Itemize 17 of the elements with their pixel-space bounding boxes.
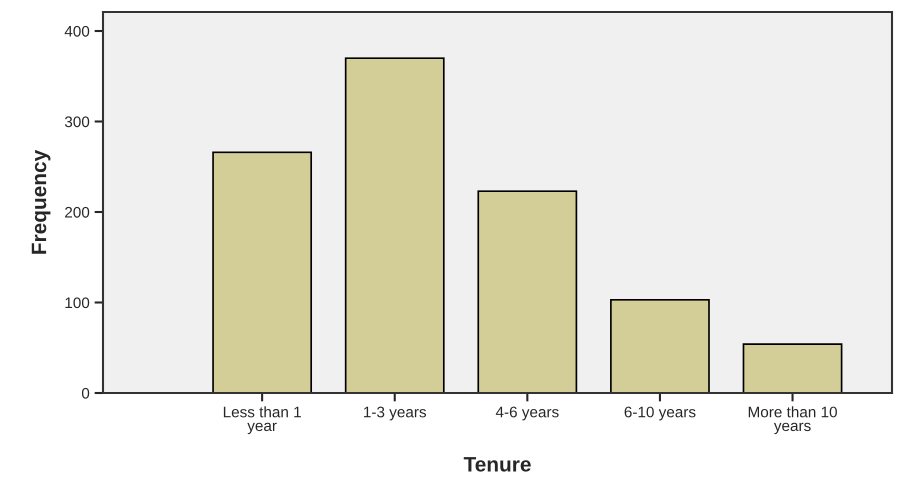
x-tick-label: More than 10 years — [748, 406, 837, 434]
bar — [344, 57, 445, 393]
x-tick-label: 6-10 years — [624, 406, 696, 420]
x-tick-label: 4-6 years — [496, 406, 559, 420]
bar — [742, 343, 842, 393]
y-tick-label: 200 — [65, 206, 90, 218]
y-tick-label: 400 — [64, 26, 90, 37]
y-tick-label: 300 — [64, 116, 90, 128]
y-tick-label: 100 — [65, 297, 90, 308]
bar — [212, 151, 312, 393]
bar — [477, 190, 578, 393]
y-axis-title: Frequency — [32, 150, 50, 254]
x-axis-title: Tenure — [464, 457, 531, 472]
y-tick-label: 0 — [82, 388, 90, 399]
bar — [610, 298, 710, 393]
x-tick-label: Less than 1 year — [224, 406, 301, 434]
x-tick-label: 1-3 years — [364, 406, 426, 420]
